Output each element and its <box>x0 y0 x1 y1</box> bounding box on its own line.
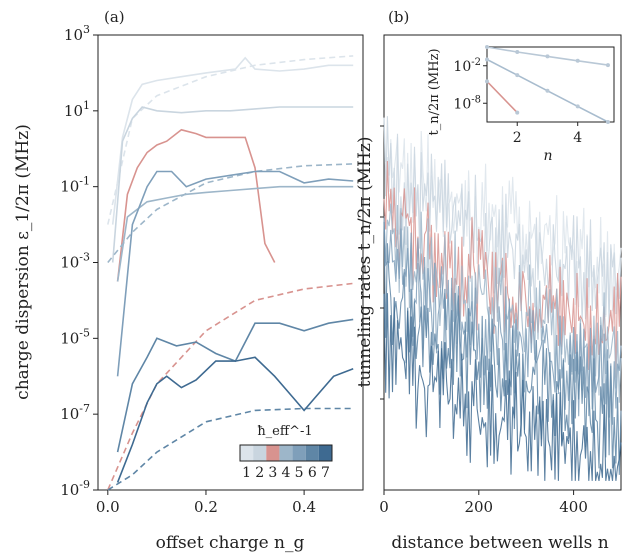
series-line-level-7 <box>116 356 354 483</box>
y-tick-label: 101 <box>64 99 90 120</box>
series-line-level-5 <box>116 170 354 377</box>
colorbar-tick-label: 6 <box>308 465 317 481</box>
inset-point <box>605 63 610 68</box>
y-tick-label: 10-9 <box>60 478 90 499</box>
inset-point <box>545 54 550 59</box>
inset-series <box>485 45 610 124</box>
colorbar-title: ħ_eff^-1 <box>257 424 312 439</box>
x-tick-label: 400 <box>559 498 588 516</box>
inset-point <box>485 79 489 84</box>
colorbar-tick-label: 5 <box>295 465 304 481</box>
colorbar-cell <box>279 445 293 461</box>
colorbar-tick-label: 3 <box>268 465 277 481</box>
y-tick-label: 10-1 <box>60 175 90 196</box>
inset-frame <box>486 46 615 123</box>
inset-y-tick-label: 10-2 <box>453 57 481 75</box>
panel-a-series <box>107 55 354 491</box>
tunneling-series-level-1 <box>383 117 622 318</box>
series-line-level-4 <box>107 163 354 264</box>
panel-b-x-ticks: 0 200 400 <box>379 125 588 516</box>
colorbar-tick-label: 2 <box>255 465 264 481</box>
colorbar-frame <box>239 444 333 462</box>
inset-x-tick-label: 2 <box>513 130 522 146</box>
colorbar-cell <box>253 445 267 461</box>
x-tick-label: 0.0 <box>96 498 120 516</box>
colorbar-cell <box>318 445 332 461</box>
tunneling-series-level-7 <box>383 293 622 482</box>
y-tick-label: 10-3 <box>60 251 90 272</box>
y-tick-label: 103 <box>64 23 90 44</box>
x-tick-label: 200 <box>464 498 493 516</box>
y-tick-label: 10-7 <box>60 402 90 423</box>
colorbar-tick-label: 1 <box>242 465 251 481</box>
inset-point <box>515 110 520 115</box>
inset-ticks: 2 4 10-2 10-8 <box>453 57 582 146</box>
panel-b: (b) 0 200 400 tunneling rates t_n/2π (MHz)… <box>355 8 622 553</box>
tunneling-series-level-6 <box>383 221 622 475</box>
inset-point <box>515 73 520 78</box>
panel-b-label: (b) <box>388 8 409 26</box>
inset-series-level-3 <box>487 80 518 114</box>
x-tick-label: 0 <box>379 498 389 516</box>
panel-a: (a) 10-9 10-7 10-5 10-3 10-1 101 103 0.0 0.2 0.4… <box>13 8 364 553</box>
inset-y-tick-label: 10-8 <box>453 94 481 112</box>
tunneling-series-level-3 <box>383 160 622 378</box>
series-line-level-3 <box>116 128 276 282</box>
series-line-level-3 <box>107 282 354 491</box>
series-line-level-1 <box>111 56 354 225</box>
panel-b-xlabel: distance between wells n <box>391 533 608 553</box>
colorbar-cell <box>305 445 319 461</box>
inset-point <box>485 57 489 62</box>
inset-ylabel: t_n/2π (MHz) <box>427 48 442 135</box>
series-line-level-6 <box>116 318 354 453</box>
inset-point <box>485 45 489 49</box>
panel-b-ylabel: tunneling rates t_n/2π (MHz) <box>355 137 375 388</box>
colorbar-cells <box>239 444 333 462</box>
inset-point <box>575 104 580 109</box>
colorbar-cell <box>292 445 306 461</box>
panel-a-x-ticks: 0.0 0.2 0.4 <box>96 490 316 516</box>
x-tick-label: 0.4 <box>292 498 316 516</box>
inset-point <box>605 120 610 124</box>
colorbar-cell <box>240 445 254 461</box>
series-line-level-2 <box>111 106 354 263</box>
inset-x-tick-label: 4 <box>573 130 582 146</box>
y-tick-label: 10-5 <box>60 326 90 347</box>
panel-a-label: (a) <box>104 8 125 26</box>
series-line-level-1 <box>107 55 354 225</box>
panel-b-series <box>383 116 622 482</box>
inset-point <box>545 88 550 93</box>
panel-a-xlabel: offset charge n_g <box>156 533 305 553</box>
tunneling-series-level-2 <box>383 116 622 327</box>
panel-a-ylabel: charge dispersion ε_1/2π (MHz) <box>13 124 33 400</box>
series-line-level-6 <box>107 407 354 491</box>
series-line-level-4 <box>116 185 354 282</box>
inset-point <box>515 50 520 54</box>
panel-a-y-ticks: 10-9 10-7 10-5 10-3 10-1 101 103 <box>60 23 98 499</box>
inset-point <box>575 58 580 63</box>
tunneling-series-level-5 <box>383 216 622 425</box>
colorbar-tick-label: 4 <box>282 465 291 481</box>
x-tick-label: 0.2 <box>194 498 218 516</box>
colorbar-cell <box>266 445 280 461</box>
colorbar-tick-label: 7 <box>321 465 330 481</box>
panel-b-inset: 2 4 10-2 10-8 t_n/2π (MHz) n <box>427 45 615 164</box>
inset-xlabel: n <box>543 148 552 164</box>
